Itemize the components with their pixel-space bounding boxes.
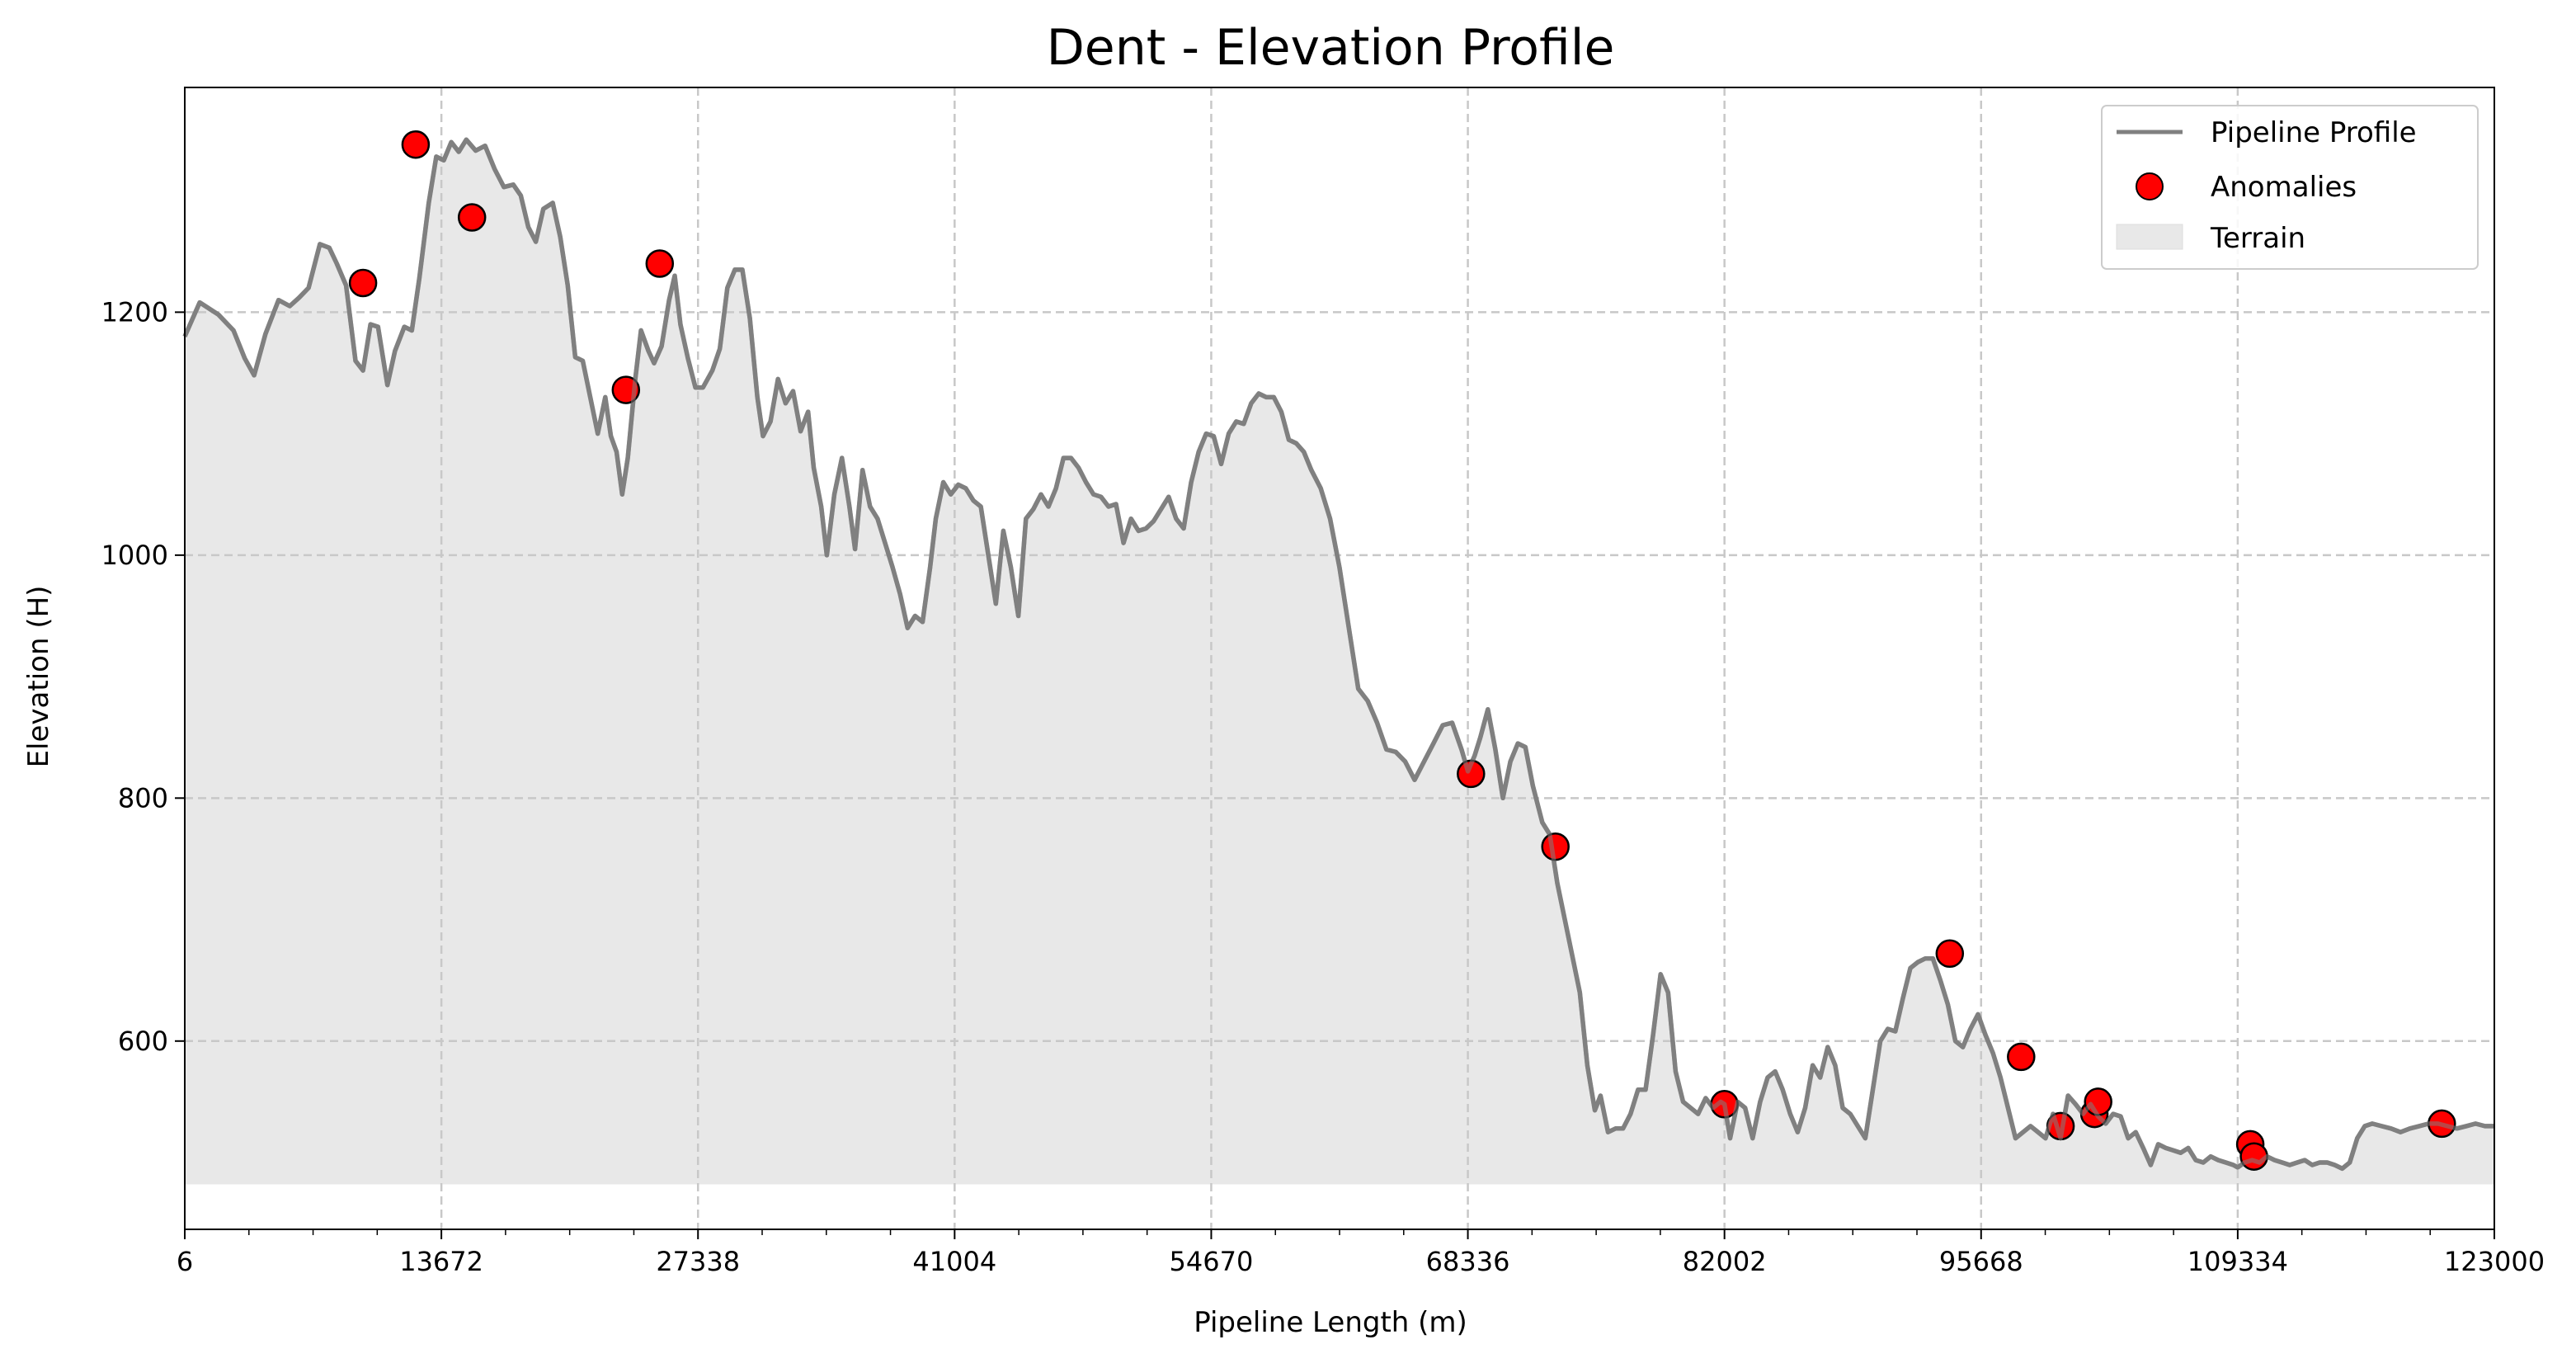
anomaly-point[interactable] <box>1541 832 1570 861</box>
pipeline-profile-overlay <box>182 137 2494 1172</box>
anomaly-layer <box>182 130 2494 1172</box>
legend-label-anomalies: Anomalies <box>2211 171 2357 204</box>
chart-title: Dent - Elevation Profile <box>1047 19 1615 77</box>
anomaly-point[interactable] <box>401 130 431 159</box>
x-axis: 6 13672 27338 41004 54670 68336 82002 95668 1093… <box>177 1229 2545 1277</box>
anomaly-point[interactable] <box>348 268 378 298</box>
legend-box <box>2101 105 2479 270</box>
anomaly-point[interactable] <box>2007 1042 2036 1072</box>
x-tick-label: 123000 <box>2444 1246 2545 1277</box>
legend: Pipeline Profile Anomalies Terrain <box>2101 105 2479 270</box>
x-tick-label: 82002 <box>1683 1246 1767 1277</box>
x-tick-label: 6 <box>177 1246 193 1277</box>
legend-label-profile: Pipeline Profile <box>2211 116 2417 149</box>
y-axis: 600 800 1000 1200 <box>101 296 185 1057</box>
x-tick-label: 54670 <box>1170 1246 1254 1277</box>
x-tick-label: 41004 <box>912 1246 996 1277</box>
terrain-area <box>185 139 2494 1185</box>
x-tick-label: 27338 <box>656 1246 740 1277</box>
x-tick-label: 109334 <box>2187 1246 2288 1277</box>
x-axis-label: Pipeline Length (m) <box>1194 1306 1467 1339</box>
legend-swatch-terrain <box>2116 224 2183 250</box>
anomaly-point[interactable] <box>2239 1142 2268 1171</box>
terrain-layer <box>185 139 2494 1185</box>
x-tick-label: 68336 <box>1426 1246 1510 1277</box>
anomaly-point[interactable] <box>1935 939 1965 969</box>
plot-area <box>182 87 2495 1230</box>
legend-label-terrain: Terrain <box>2210 222 2305 255</box>
y-axis-label: Elevation (H) <box>22 586 55 768</box>
y-tick-label: 1200 <box>101 296 168 328</box>
y-tick-label: 800 <box>118 782 168 814</box>
anomaly-point[interactable] <box>457 203 487 232</box>
y-tick-label: 1000 <box>101 540 168 571</box>
x-tick-label: 13672 <box>399 1246 483 1277</box>
anomaly-point[interactable] <box>645 249 675 278</box>
x-tick-label: 95668 <box>1939 1246 2023 1277</box>
anomaly-point[interactable] <box>2084 1087 2112 1116</box>
legend-swatch-anomalies <box>2136 172 2164 200</box>
y-tick-label: 600 <box>118 1026 168 1057</box>
